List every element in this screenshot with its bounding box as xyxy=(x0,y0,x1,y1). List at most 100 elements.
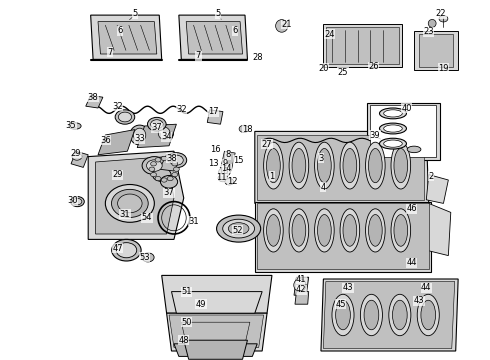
Ellipse shape xyxy=(428,19,436,27)
Ellipse shape xyxy=(225,179,234,185)
Ellipse shape xyxy=(150,162,156,166)
Bar xyxy=(419,34,453,67)
Ellipse shape xyxy=(118,194,142,213)
Ellipse shape xyxy=(155,176,161,181)
Ellipse shape xyxy=(151,120,163,129)
Ellipse shape xyxy=(172,172,178,177)
Text: 1: 1 xyxy=(270,172,274,181)
Ellipse shape xyxy=(366,209,385,252)
Ellipse shape xyxy=(361,294,382,336)
Text: 35: 35 xyxy=(66,121,76,130)
Polygon shape xyxy=(167,313,267,351)
Polygon shape xyxy=(257,203,429,269)
Ellipse shape xyxy=(379,108,407,119)
Polygon shape xyxy=(174,344,257,356)
Ellipse shape xyxy=(119,112,131,122)
Bar xyxy=(370,105,436,157)
Text: 28: 28 xyxy=(252,53,263,62)
Polygon shape xyxy=(255,131,429,203)
Text: 52: 52 xyxy=(232,226,243,235)
Text: 7: 7 xyxy=(196,51,201,60)
Ellipse shape xyxy=(366,142,385,189)
Polygon shape xyxy=(162,275,272,313)
Ellipse shape xyxy=(394,149,408,183)
Polygon shape xyxy=(294,277,309,295)
Ellipse shape xyxy=(147,117,166,131)
Polygon shape xyxy=(186,22,243,54)
Polygon shape xyxy=(426,203,451,256)
Text: 6: 6 xyxy=(118,26,122,35)
Text: 18: 18 xyxy=(242,125,253,134)
Ellipse shape xyxy=(219,168,230,176)
Ellipse shape xyxy=(69,123,81,129)
Ellipse shape xyxy=(112,189,148,217)
Text: 22: 22 xyxy=(436,9,446,18)
Text: 32: 32 xyxy=(112,102,123,111)
Ellipse shape xyxy=(161,156,167,161)
Text: 19: 19 xyxy=(438,64,449,73)
Ellipse shape xyxy=(170,155,183,165)
Text: 12: 12 xyxy=(227,177,238,186)
Text: 23: 23 xyxy=(423,27,434,36)
Ellipse shape xyxy=(267,215,280,246)
Text: 13: 13 xyxy=(208,159,219,168)
Text: 44: 44 xyxy=(406,258,417,267)
Polygon shape xyxy=(71,151,88,167)
Text: 46: 46 xyxy=(406,204,417,213)
Ellipse shape xyxy=(332,294,354,336)
Text: 4: 4 xyxy=(321,183,326,192)
Ellipse shape xyxy=(130,125,149,145)
Text: 43: 43 xyxy=(343,284,353,292)
Text: 50: 50 xyxy=(181,318,192,327)
Ellipse shape xyxy=(407,146,421,153)
Ellipse shape xyxy=(228,222,249,235)
Ellipse shape xyxy=(152,168,171,181)
Ellipse shape xyxy=(384,125,402,132)
Polygon shape xyxy=(137,124,176,148)
Ellipse shape xyxy=(384,140,402,147)
Text: 51: 51 xyxy=(181,287,192,296)
Ellipse shape xyxy=(72,153,82,160)
Ellipse shape xyxy=(168,176,173,181)
Polygon shape xyxy=(257,135,424,200)
Ellipse shape xyxy=(142,253,154,262)
Text: 25: 25 xyxy=(338,68,348,77)
Ellipse shape xyxy=(421,300,436,330)
Text: 26: 26 xyxy=(368,62,379,71)
Ellipse shape xyxy=(340,209,360,252)
Polygon shape xyxy=(91,15,162,59)
Ellipse shape xyxy=(116,243,137,258)
Text: 32: 32 xyxy=(176,105,187,114)
Text: 15: 15 xyxy=(233,156,244,165)
Ellipse shape xyxy=(391,142,411,189)
Text: 34: 34 xyxy=(161,132,172,141)
Text: 38: 38 xyxy=(88,93,98,102)
Polygon shape xyxy=(179,15,247,59)
Text: 37: 37 xyxy=(164,188,174,197)
Polygon shape xyxy=(323,24,402,67)
Ellipse shape xyxy=(343,215,357,246)
Polygon shape xyxy=(172,292,262,313)
Ellipse shape xyxy=(161,175,177,188)
Ellipse shape xyxy=(222,219,255,238)
Text: 33: 33 xyxy=(134,134,145,143)
Text: 38: 38 xyxy=(166,154,177,163)
Text: 16: 16 xyxy=(210,145,221,154)
Text: 29: 29 xyxy=(71,149,81,158)
Ellipse shape xyxy=(264,142,283,189)
Text: 3: 3 xyxy=(318,154,323,163)
Text: 5: 5 xyxy=(216,9,220,18)
Ellipse shape xyxy=(105,184,154,222)
Polygon shape xyxy=(159,155,181,171)
Ellipse shape xyxy=(439,15,448,22)
Text: 9: 9 xyxy=(223,159,228,168)
Ellipse shape xyxy=(264,209,283,252)
Text: 48: 48 xyxy=(178,336,189,345)
Polygon shape xyxy=(98,130,135,155)
Text: 24: 24 xyxy=(324,30,335,39)
Ellipse shape xyxy=(168,158,173,162)
Text: 42: 42 xyxy=(296,285,307,294)
Ellipse shape xyxy=(267,149,280,183)
Text: 14: 14 xyxy=(221,164,232,173)
Text: 36: 36 xyxy=(100,136,111,145)
